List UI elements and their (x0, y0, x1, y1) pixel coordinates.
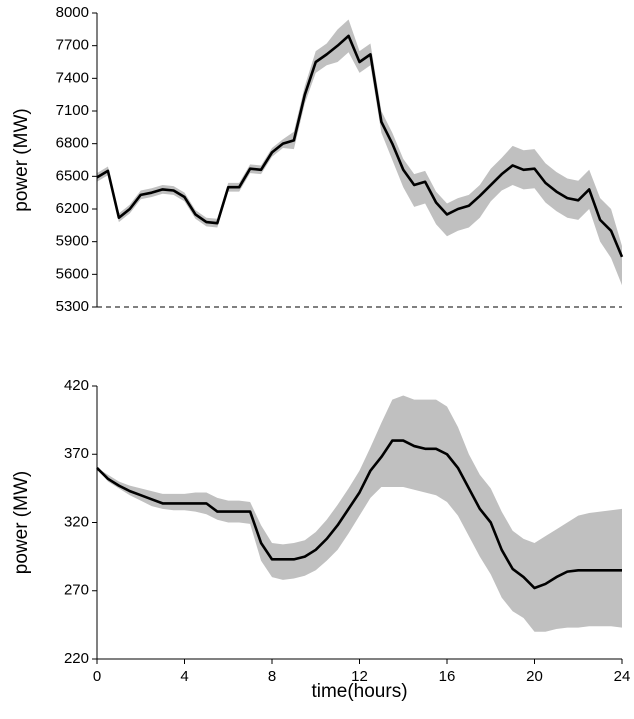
x-tick-label: 8 (268, 668, 276, 685)
band (97, 19, 622, 286)
y-tick-label: 5600 (56, 265, 89, 282)
x-tick-label: 4 (180, 668, 188, 685)
x-tick-label: 16 (439, 668, 456, 685)
x-tick-label: 12 (351, 668, 368, 685)
y-tick-label: 8000 (56, 4, 89, 21)
y-tick-label: 320 (64, 513, 89, 530)
y-tick-label: 7400 (56, 69, 89, 86)
y-axis-label: power (MW) (11, 108, 32, 211)
x-tick-label: 24 (614, 668, 631, 685)
y-tick-label: 220 (64, 650, 89, 667)
y-tick-label: 6500 (56, 167, 89, 184)
x-tick-label: 0 (93, 668, 101, 685)
series-line (96, 34, 624, 258)
y-tick-label: 370 (64, 445, 89, 462)
y-tick-label: 7700 (56, 37, 89, 54)
y-axis-label: power (MW) (11, 471, 32, 574)
y-tick-label: 420 (64, 377, 89, 394)
y-tick-label: 270 (64, 582, 89, 599)
y-tick-label: 5300 (56, 298, 89, 315)
y-tick-label: 5900 (56, 233, 89, 250)
x-axis-label: time(hours) (311, 681, 407, 702)
y-tick-label: 6800 (56, 135, 89, 152)
x-tick-label: 20 (526, 668, 543, 685)
series-line (96, 439, 622, 590)
band (97, 395, 622, 632)
y-tick-label: 6200 (56, 200, 89, 217)
y-tick-label: 7100 (56, 102, 89, 119)
